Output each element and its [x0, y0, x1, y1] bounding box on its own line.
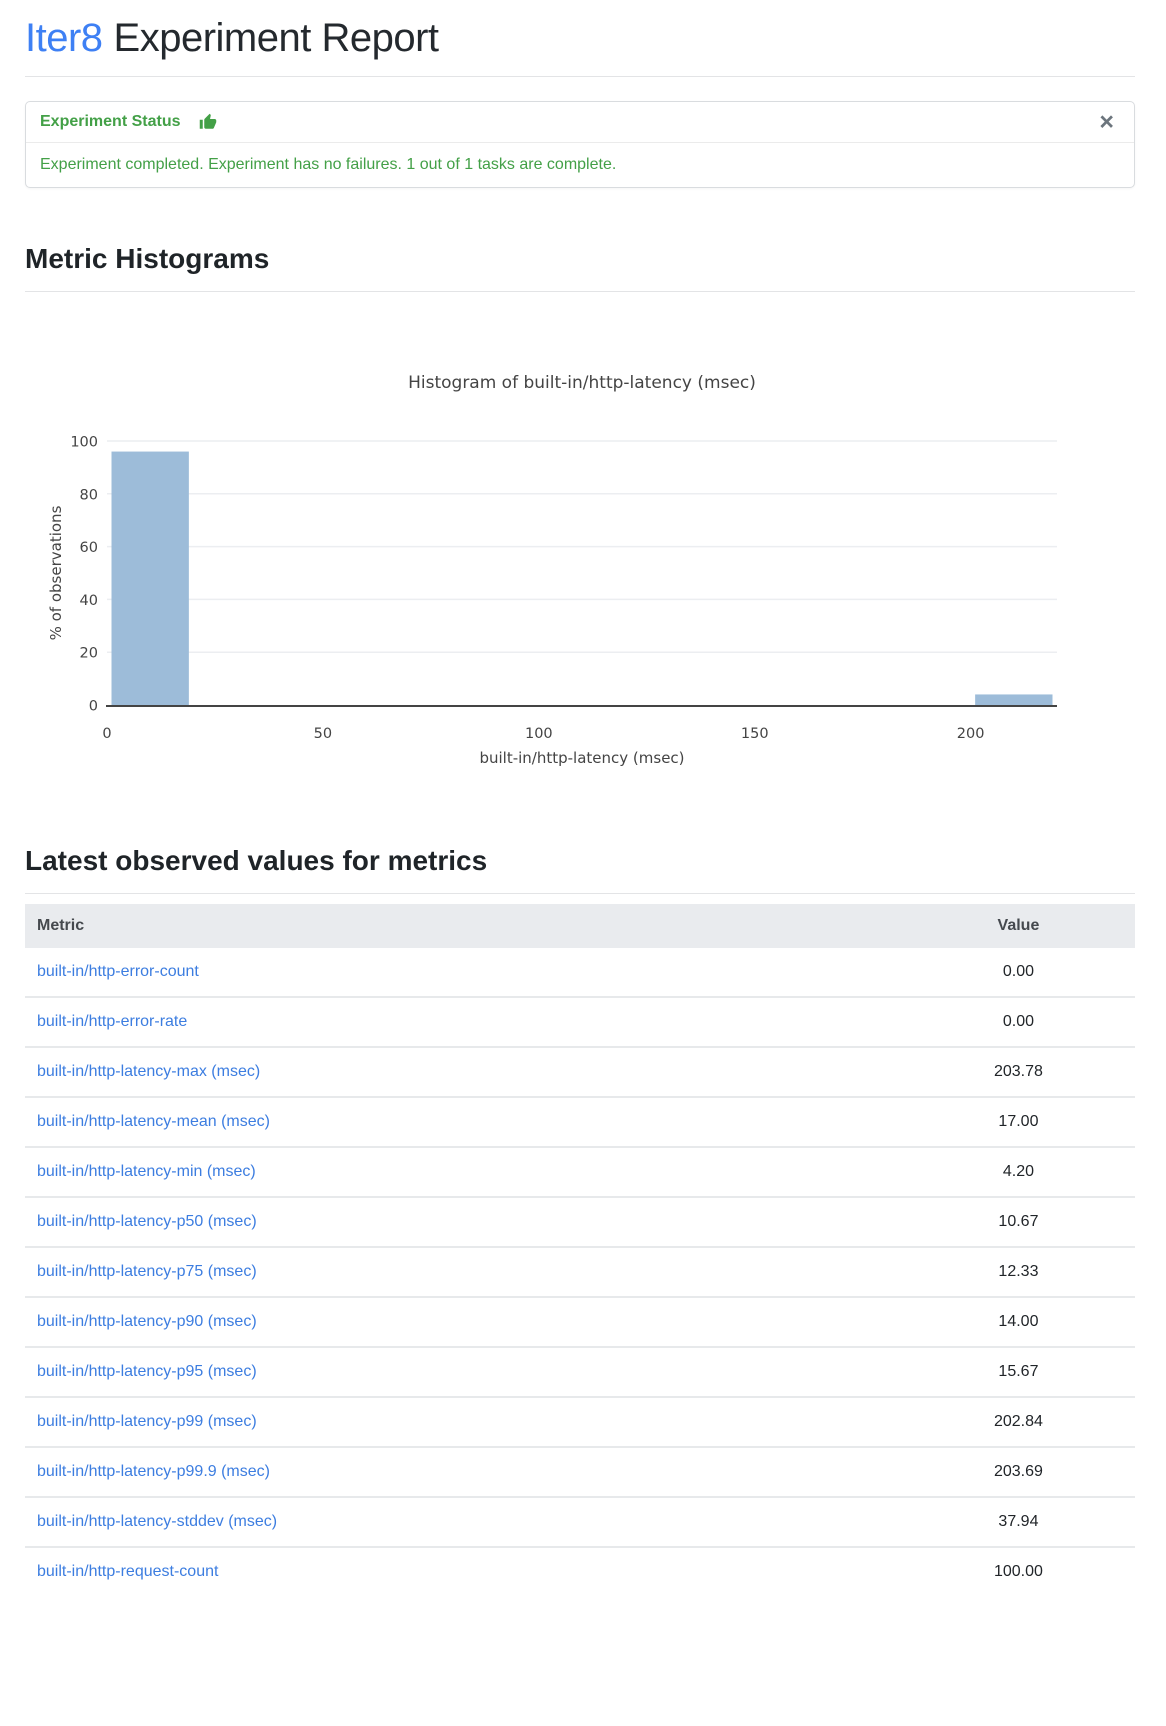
x-tick-label: 200: [957, 726, 985, 742]
experiment-status-card: Experiment Status × Experiment completed…: [25, 101, 1135, 188]
metric-link[interactable]: built-in/http-latency-p99 (msec): [37, 1413, 257, 1430]
x-tick-label: 150: [741, 726, 769, 742]
metric-link[interactable]: built-in/http-latency-min (msec): [37, 1163, 256, 1180]
table-row: built-in/http-latency-p99 (msec) 202.84: [25, 1396, 1135, 1447]
y-axis-title: % of observations: [47, 505, 65, 640]
x-tick-label: 100: [525, 726, 553, 742]
table-row: built-in/http-latency-p75 (msec) 12.33: [25, 1246, 1135, 1297]
status-card-body: Experiment completed. Experiment has no …: [26, 143, 1134, 187]
y-tick-label: 100: [70, 435, 98, 451]
y-tick-label: 40: [80, 593, 98, 609]
metric-link[interactable]: built-in/http-latency-p99.9 (msec): [37, 1463, 270, 1480]
metric-cell: built-in/http-latency-p99.9 (msec): [25, 1446, 902, 1497]
histogram-bar[interactable]: [111, 451, 189, 705]
close-button[interactable]: ×: [1099, 108, 1114, 136]
metric-cell: built-in/http-latency-p90 (msec): [25, 1296, 902, 1347]
metric-link[interactable]: built-in/http-request-count: [37, 1563, 219, 1580]
table-row: built-in/http-latency-stddev (msec) 37.94: [25, 1496, 1135, 1547]
latency-histogram-chart: Histogram of built-in/http-latency (msec…: [25, 328, 1135, 778]
x-tick-label: 0: [102, 726, 111, 742]
metric-value: 203.78: [901, 1046, 1135, 1097]
metrics-table: Metric Value built-in/http-error-count 0.…: [25, 904, 1135, 1596]
metric-column-header: Metric: [25, 904, 902, 948]
metric-cell: built-in/http-request-count: [25, 1546, 902, 1596]
status-card-header: Experiment Status ×: [26, 102, 1134, 143]
metrics-table-header: Metric Value: [25, 904, 1135, 948]
report-page: Iter8 Experiment Report Experiment Status…: [25, 14, 1135, 1596]
metric-link[interactable]: built-in/http-latency-p50 (msec): [37, 1213, 257, 1230]
chart-title: Histogram of built-in/http-latency (msec…: [408, 373, 756, 393]
table-row: built-in/http-latency-p50 (msec) 10.67: [25, 1196, 1135, 1247]
table-row: built-in/http-latency-min (msec) 4.20: [25, 1146, 1135, 1197]
metric-cell: built-in/http-latency-p50 (msec): [25, 1196, 902, 1247]
metric-value: 37.94: [901, 1496, 1135, 1547]
metric-cell: built-in/http-latency-stddev (msec): [25, 1496, 902, 1547]
histogram-bar[interactable]: [975, 694, 1053, 705]
metric-link[interactable]: built-in/http-latency-max (msec): [37, 1063, 261, 1080]
metric-value: 17.00: [901, 1096, 1135, 1147]
table-row: built-in/http-latency-max (msec) 203.78: [25, 1046, 1135, 1097]
metric-link[interactable]: built-in/http-latency-p95 (msec): [37, 1363, 257, 1380]
metric-value: 100.00: [901, 1546, 1135, 1596]
metric-link[interactable]: built-in/http-error-rate: [37, 1013, 188, 1030]
x-axis-title: built-in/http-latency (msec): [479, 749, 684, 767]
metric-cell: built-in/http-latency-max (msec): [25, 1046, 902, 1097]
table-row: built-in/http-error-count 0.00: [25, 948, 1135, 997]
y-tick-label: 20: [80, 646, 98, 662]
metric-link[interactable]: built-in/http-latency-p90 (msec): [37, 1313, 257, 1330]
metric-link[interactable]: built-in/http-error-count: [37, 963, 199, 980]
metric-value: 4.20: [901, 1146, 1135, 1197]
table-row: built-in/http-latency-p99.9 (msec) 203.69: [25, 1446, 1135, 1497]
status-message: Experiment completed. Experiment has no …: [40, 156, 617, 173]
latest-values-heading: Latest observed values for metrics: [25, 845, 488, 876]
table-row: built-in/http-error-rate 0.00: [25, 996, 1135, 1047]
table-row: built-in/http-latency-mean (msec) 17.00: [25, 1096, 1135, 1147]
histogram-svg[interactable]: Histogram of built-in/http-latency (msec…: [25, 328, 1135, 773]
metric-value: 10.67: [901, 1196, 1135, 1247]
metric-histograms-heading: Metric Histograms: [25, 243, 270, 274]
title-divider: [25, 76, 1135, 77]
table-row: built-in/http-latency-p90 (msec) 14.00: [25, 1296, 1135, 1347]
metric-cell: built-in/http-latency-p75 (msec): [25, 1246, 902, 1297]
page-title: Iter8 Experiment Report: [25, 14, 1135, 62]
metric-value: 14.00: [901, 1296, 1135, 1347]
y-tick-label: 80: [80, 487, 98, 503]
iter8-brand: Iter8: [25, 16, 103, 60]
thumbs-up-icon: [199, 113, 217, 131]
page-title-text: Experiment Report: [113, 16, 439, 60]
latest-divider: [25, 893, 1135, 894]
y-tick-label: 0: [89, 699, 98, 715]
metric-value: 202.84: [901, 1396, 1135, 1447]
histograms-divider: [25, 291, 1135, 292]
metric-value: 15.67: [901, 1346, 1135, 1397]
metric-link[interactable]: built-in/http-latency-p75 (msec): [37, 1263, 257, 1280]
metric-value: 203.69: [901, 1446, 1135, 1497]
metric-cell: built-in/http-latency-p99 (msec): [25, 1396, 902, 1447]
metric-link[interactable]: built-in/http-latency-mean (msec): [37, 1113, 270, 1130]
status-card-title: Experiment Status: [40, 113, 181, 130]
value-column-header: Value: [901, 904, 1135, 948]
metric-cell: built-in/http-latency-min (msec): [25, 1146, 902, 1197]
metric-cell: built-in/http-error-count: [25, 948, 902, 997]
metric-link[interactable]: built-in/http-latency-stddev (msec): [37, 1513, 278, 1530]
metric-value: 12.33: [901, 1246, 1135, 1297]
metric-value: 0.00: [1002, 963, 1035, 980]
x-tick-label: 50: [314, 726, 332, 742]
metric-value: 0.00: [901, 996, 1135, 1047]
y-tick-label: 60: [80, 540, 98, 556]
table-row: built-in/http-request-count 100.00: [25, 1546, 1135, 1596]
metric-cell: built-in/http-latency-mean (msec): [25, 1096, 902, 1147]
metric-cell: built-in/http-error-rate: [25, 996, 902, 1047]
metric-cell: built-in/http-latency-p95 (msec): [25, 1346, 902, 1397]
table-row: built-in/http-latency-p95 (msec) 15.67: [25, 1346, 1135, 1397]
